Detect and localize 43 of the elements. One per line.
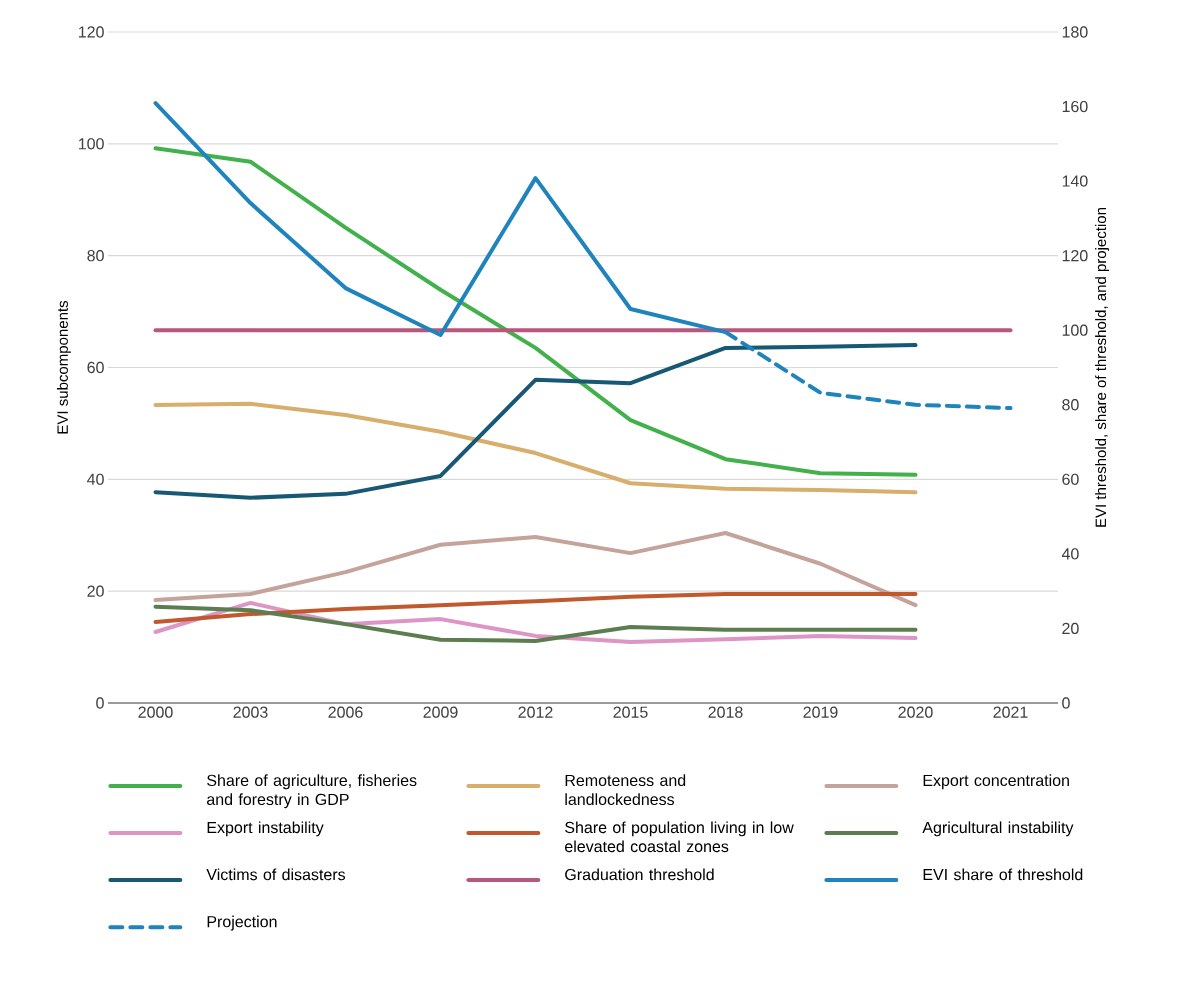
y-tick-label: 120 (79, 26, 104, 38)
y2-tick-label: 100 (1062, 324, 1088, 336)
y-tick-label: 40 (87, 473, 104, 485)
y2-tick-label: 60 (1062, 473, 1079, 485)
legend-label: Remoteness and landlockedness (565, 774, 686, 806)
y-tick-label: 60 (87, 361, 104, 374)
legend-label: Export instability (207, 821, 324, 837)
y-tick-label: 100 (79, 138, 104, 150)
x-tick-label: 2020 (898, 706, 933, 718)
x-tick-label: 2015 (613, 706, 648, 718)
x-tick-label: 2006 (328, 706, 363, 718)
y-tick-label: 20 (87, 585, 104, 597)
y2-axis-title: EVI threshold, share of threshold, and projection (1095, 208, 1110, 527)
legend-label: Graduation threshold (565, 868, 714, 881)
y2-tick-label: 80 (1062, 399, 1079, 411)
x-tick-label: 2019 (803, 706, 838, 718)
line-series (153, 146, 918, 477)
y2-tick-label: 20 (1062, 622, 1079, 635)
x-tick-label: 2009 (423, 706, 458, 718)
y2-tick-label: 140 (1062, 175, 1088, 187)
legend-label: Share of agriculture, fisheries and forestry in GDP (207, 774, 417, 809)
line-series (153, 531, 918, 608)
y-tick-label: 0 (96, 697, 104, 709)
x-tick-label: 2000 (138, 706, 173, 718)
legend-label: Projection (207, 915, 277, 931)
legend-label: Victims of disasters (206, 868, 346, 881)
y2-tick-label: 0 (1062, 697, 1070, 709)
legend-label: Agricultural instability (922, 821, 1074, 837)
y2-tick-label: 120 (1062, 250, 1088, 262)
x-tick-label: 2012 (518, 706, 553, 718)
line-series (153, 343, 918, 500)
y2-tick-label: 160 (1062, 100, 1088, 113)
x-tick-label: 2021 (993, 706, 1028, 718)
x-tick-label: 2018 (708, 706, 743, 718)
y2-tick-label: 40 (1061, 548, 1079, 560)
line-series (153, 401, 918, 495)
y-axis-title: EVI subcomponents (56, 300, 71, 434)
y-tick-label: 80 (87, 249, 104, 262)
y2-tick-label: 180 (1062, 26, 1088, 38)
legend-label: EVI share of threshold (923, 868, 1083, 881)
legend-label: Share of population living in low elevated coastal zones (565, 821, 794, 853)
legend-label: Export concentration (923, 774, 1069, 790)
x-tick-label: 2003 (233, 706, 268, 718)
